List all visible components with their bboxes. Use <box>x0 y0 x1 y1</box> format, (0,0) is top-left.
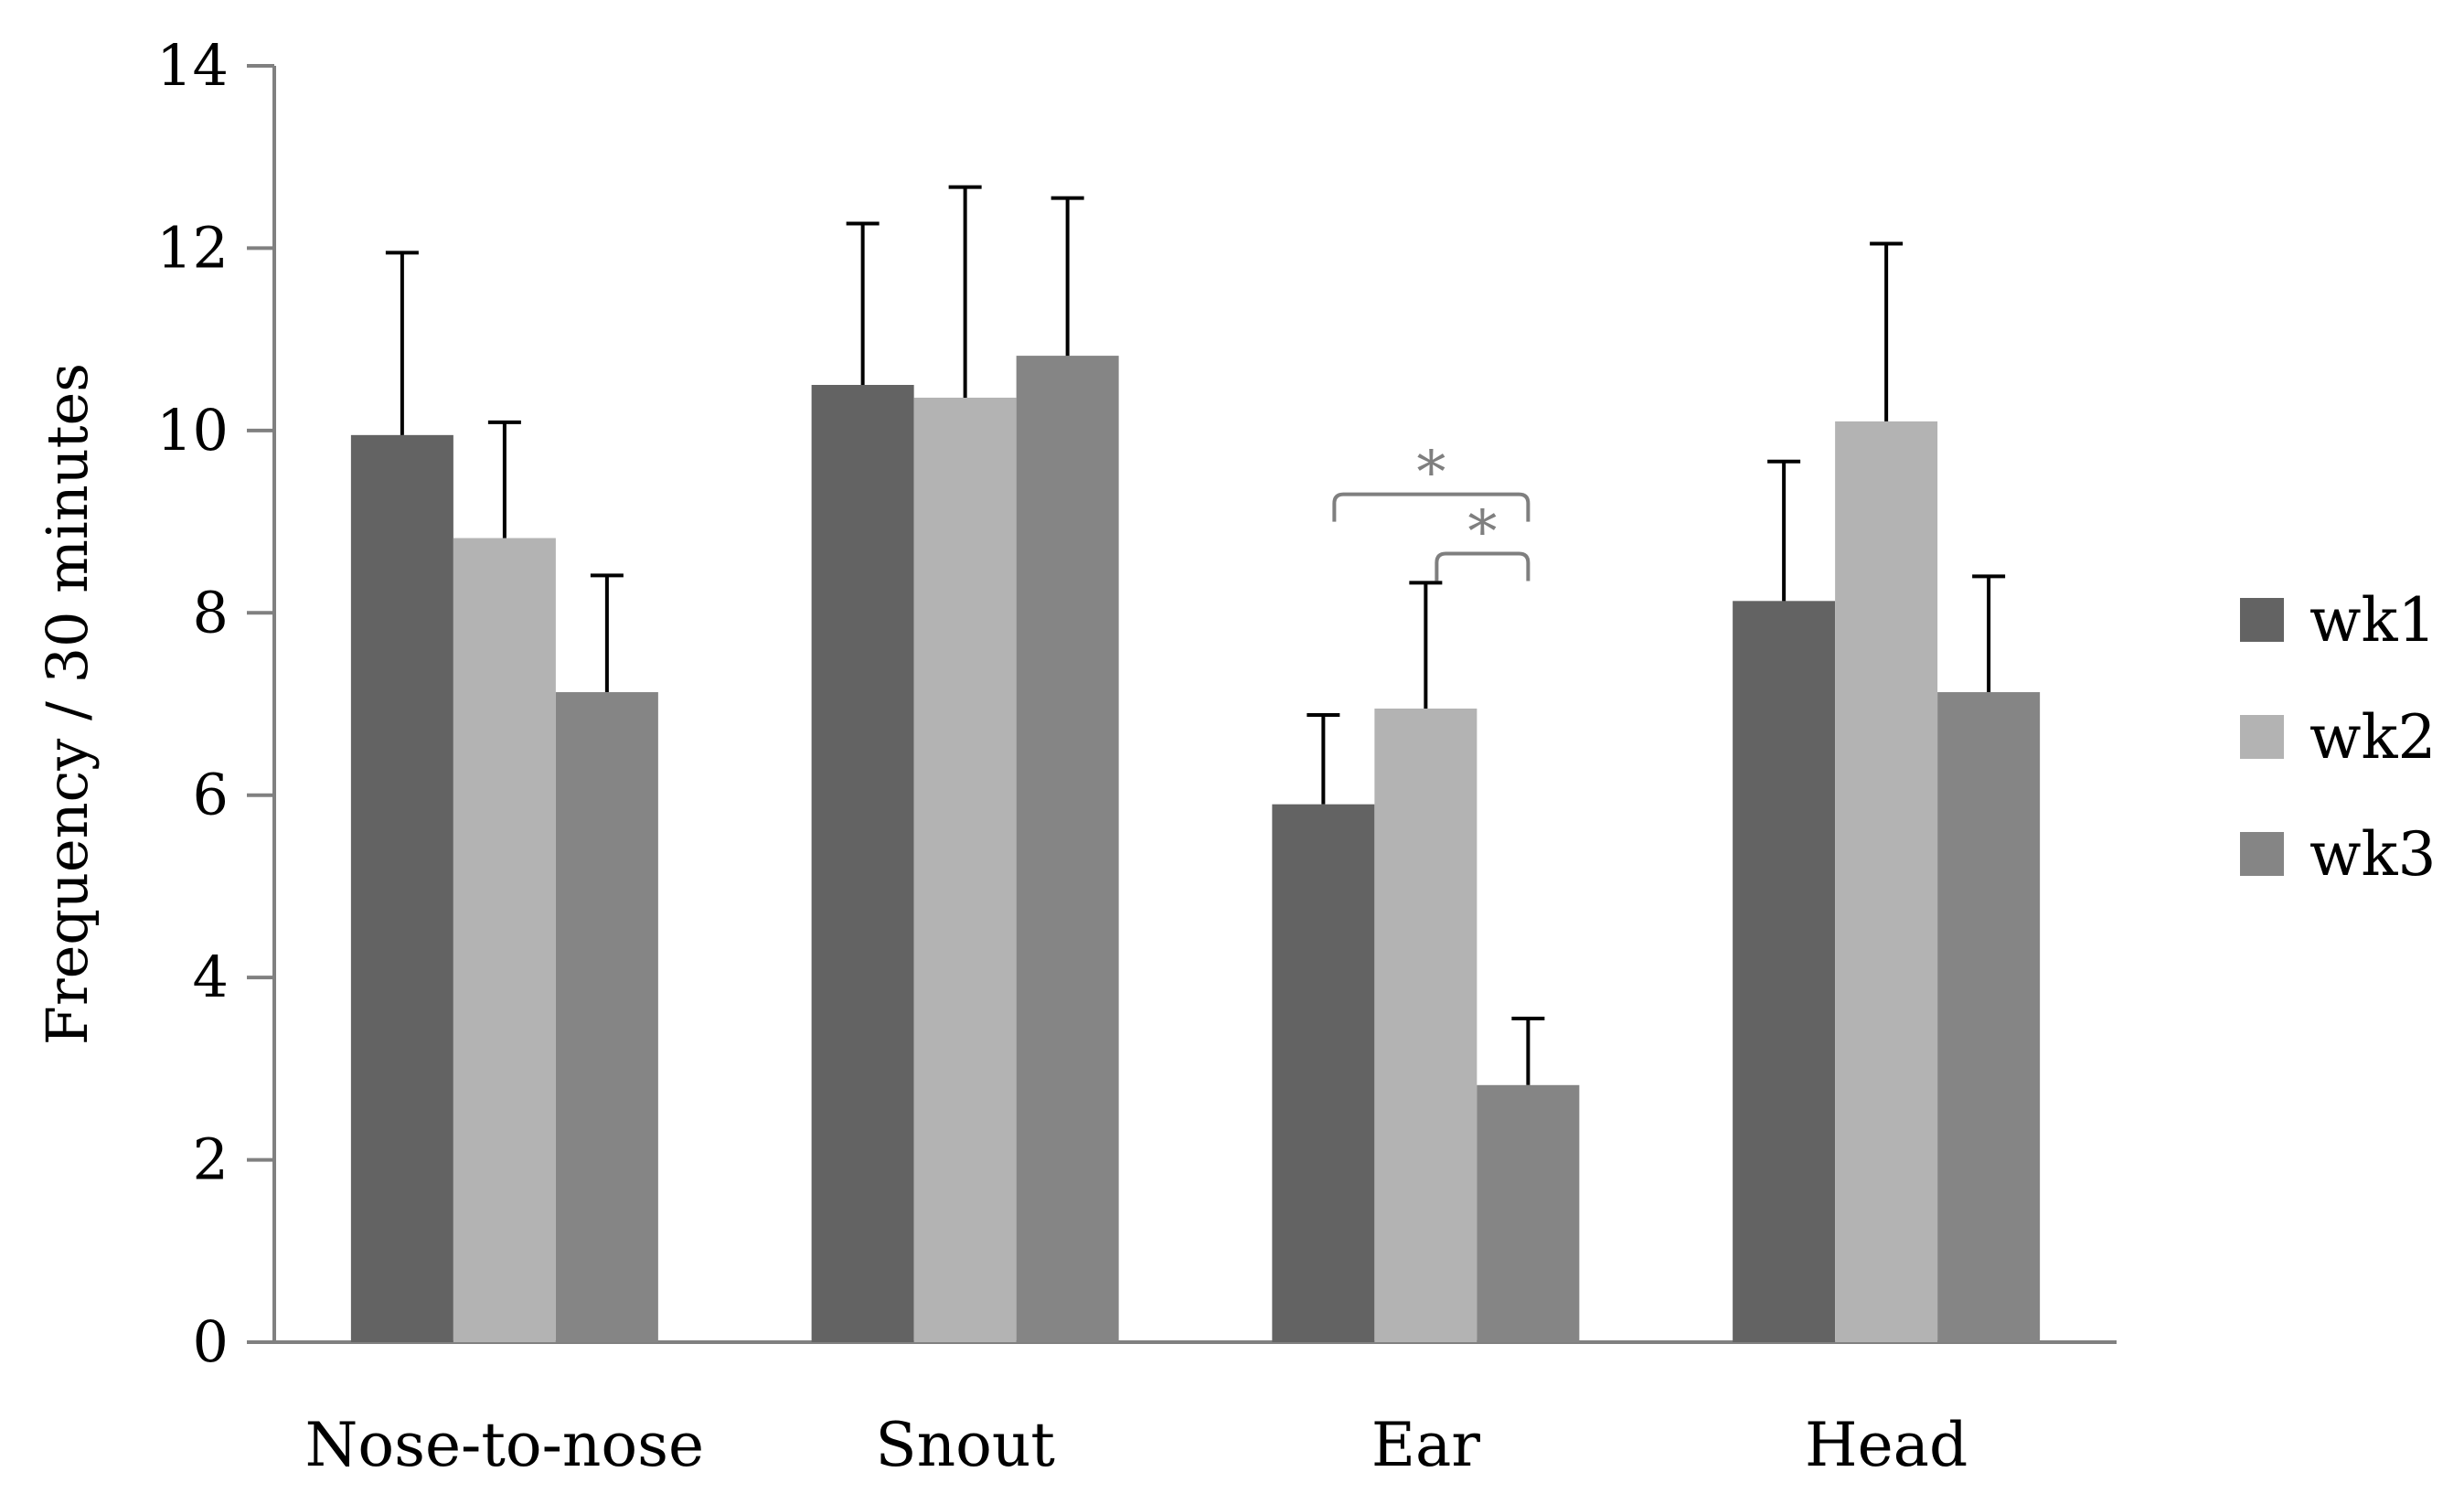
bar-wk3-3 <box>1937 692 2041 1342</box>
bar-wk2-1 <box>913 397 1017 1343</box>
bars-layer <box>350 356 2041 1343</box>
x-tick-label: Ear <box>1371 1410 1481 1480</box>
y-tick-label: 0 <box>193 1308 229 1375</box>
significance-annotations: ** <box>1332 440 1531 581</box>
y-tick-label: 14 <box>156 32 229 99</box>
bar-wk2-0 <box>453 538 556 1342</box>
legend-swatch-wk1 <box>2240 598 2284 642</box>
x-tick-label: Head <box>1805 1410 1968 1480</box>
legend-label-wk1: wk1 <box>2309 585 2436 656</box>
bar-wk3-2 <box>1477 1084 1580 1342</box>
bar-wk1-3 <box>1733 601 1836 1342</box>
bar-wk2-2 <box>1374 708 1477 1342</box>
significance-star: * <box>1467 498 1497 566</box>
bar-wk2-3 <box>1835 421 1938 1342</box>
y-tick-label: 10 <box>156 397 229 464</box>
y-tick-label: 2 <box>193 1126 229 1193</box>
legend-swatch-wk2 <box>2240 715 2284 759</box>
y-tick-label: 6 <box>193 762 229 828</box>
y-tick-label: 4 <box>193 944 229 1010</box>
legend-label-wk3: wk3 <box>2309 819 2436 890</box>
significance-bracket <box>1435 551 1531 581</box>
y-tick-label: 8 <box>193 579 229 645</box>
bar-wk1-2 <box>1272 804 1375 1342</box>
x-tick-label: Nose-to-nose <box>305 1410 704 1480</box>
x-tick-label: Snout <box>875 1410 1055 1480</box>
bar-wk3-0 <box>555 692 658 1342</box>
x-axis: Nose-to-nose Snout Ear Head <box>247 1340 2117 1480</box>
bar-wk1-1 <box>811 385 914 1342</box>
y-axis: 0 2 4 6 8 10 12 14 <box>156 32 276 1375</box>
error-bars-layer <box>385 185 2006 1085</box>
bar-wk3-1 <box>1016 356 1119 1342</box>
significance-star: * <box>1416 440 1445 507</box>
legend: wk1 wk2 wk3 <box>2240 585 2436 890</box>
y-axis-title: Frequency / 30 minutes <box>34 363 101 1045</box>
legend-swatch-wk3 <box>2240 832 2284 876</box>
bar-wk1-0 <box>350 434 453 1342</box>
significance-bracket <box>1332 492 1531 522</box>
y-tick-label: 12 <box>156 214 229 281</box>
legend-label-wk2: wk2 <box>2309 702 2436 773</box>
